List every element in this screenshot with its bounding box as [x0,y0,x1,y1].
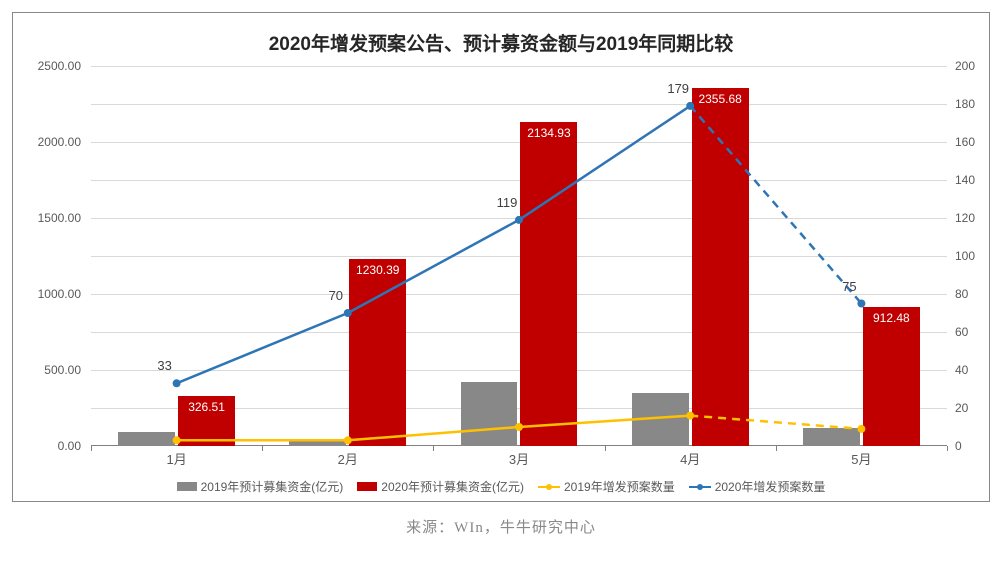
y-right-tick-label: 160 [955,135,975,149]
grid-line [91,66,947,67]
grid-line [91,218,947,219]
y-left-tick-label: 2500.00 [23,59,81,73]
bar-bar2019 [803,428,860,446]
line-data-label: 179 [667,81,689,96]
legend-label: 2020年预计募集资金(亿元) [381,478,524,495]
line-data-label: 70 [329,288,343,303]
bar-bar2020 [863,307,920,446]
x-category-label: 1月 [166,449,186,468]
grid-line [91,294,947,295]
grid-line [91,104,947,105]
line-data-label: 119 [497,195,518,210]
y-right-tick-label: 0 [955,439,962,453]
x-tick [262,446,263,451]
y-right-tick-label: 80 [955,287,968,301]
bar-bar2020 [349,259,406,446]
legend-item: 2020年增发预案数量 [689,478,826,495]
legend-label: 2019年增发预案数量 [564,478,675,495]
x-category-label: 5月 [851,449,871,468]
x-category-label: 3月 [509,449,529,468]
bar-bar2020 [520,122,577,447]
marker-line2020 [173,379,181,387]
legend-swatch-line [538,486,560,488]
line-data-label: 75 [842,279,856,294]
grid-line [91,256,947,257]
y-right-tick-label: 200 [955,59,975,73]
chart-title: 2020年增发预案公告、预计募资金额与2019年同期比较 [23,29,979,56]
bar-bar2019 [118,432,175,446]
legend-item: 2019年预计募集资金(亿元) [177,478,344,495]
y-right-tick-label: 100 [955,249,975,263]
plot-area: 0204060801001201401601802000.00500.00100… [91,66,947,446]
line-data-label: 33 [157,358,171,373]
legend: 2019年预计募集资金(亿元) 2020年预计募集资金(亿元) 2019年增发预案数… [23,478,979,495]
legend-label: 2020年增发预案数量 [715,478,826,495]
line-line2020 [177,313,348,383]
y-left-tick-label: 2000.00 [23,135,81,149]
x-category-label: 4月 [680,449,700,468]
grid-line [91,370,947,371]
grid-line [91,142,947,143]
y-right-tick-label: 40 [955,363,968,377]
legend-swatch-line [689,486,711,488]
x-tick [433,446,434,451]
x-tick [947,446,948,451]
legend-swatch-rect [357,482,377,491]
grid-line [91,332,947,333]
source-line: 来源：WIn，牛牛研究中心 [12,516,990,537]
y-left-tick-label: 1000.00 [23,287,81,301]
y-right-tick-label: 120 [955,211,975,225]
y-left-tick-label: 1500.00 [23,211,81,225]
y-right-tick-label: 140 [955,173,975,187]
y-right-tick-label: 60 [955,325,968,339]
grid-line [91,180,947,181]
marker-line2020 [857,300,865,308]
bar-bar2020 [178,396,235,446]
y-right-tick-label: 180 [955,97,975,111]
legend-item: 2020年预计募集资金(亿元) [357,478,524,495]
bar-bar2020 [692,88,749,446]
x-tick [776,446,777,451]
legend-swatch-rect [177,482,197,491]
x-category-label: 2月 [338,449,358,468]
y-right-tick-label: 20 [955,401,968,415]
y-left-tick-label: 500.00 [23,363,81,377]
chart-container: 2020年增发预案公告、预计募资金额与2019年同期比较 02040608010… [12,12,990,502]
bar-bar2019 [461,382,518,446]
legend-item: 2019年增发预案数量 [538,478,675,495]
x-tick [91,446,92,451]
y-left-tick-label: 0.00 [23,439,81,453]
x-tick [605,446,606,451]
bar-bar2019 [632,393,689,446]
bar-bar2019 [289,440,346,446]
legend-label: 2019年预计募集资金(亿元) [201,478,344,495]
